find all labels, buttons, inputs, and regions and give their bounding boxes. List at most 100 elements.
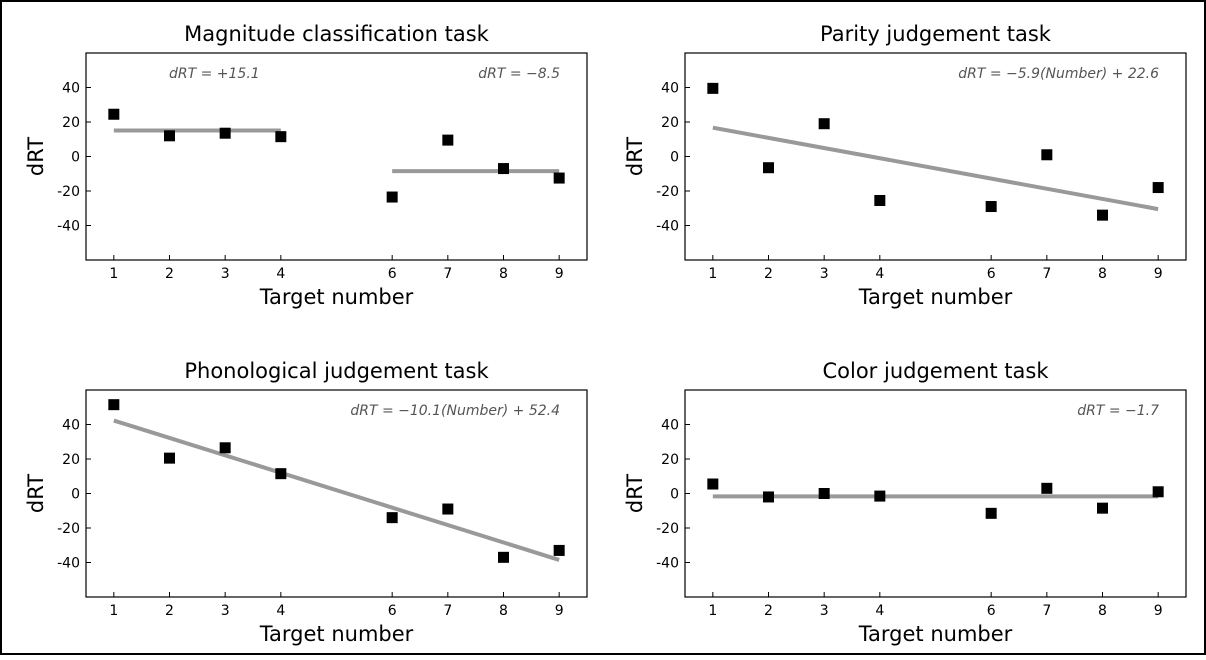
y-tick-label: -40 [656, 556, 679, 572]
data-point [442, 134, 454, 146]
data-point [818, 488, 830, 499]
x-tick-label: 2 [165, 266, 174, 282]
fit-line [712, 125, 1159, 212]
x-tick-label: 8 [499, 266, 508, 282]
data-point [275, 131, 287, 143]
x-tick-label: 1 [109, 266, 118, 282]
data-point [763, 491, 774, 503]
y-tick-label: -40 [57, 556, 80, 572]
data-point [553, 544, 565, 556]
panel-3: Phonological judgement task 1 2 3 4 6 7 8 9 -40 -2… [24, 359, 588, 646]
x-tick-label: 2 [165, 603, 174, 619]
data-point [553, 172, 565, 184]
y-tick-label: 40 [661, 81, 679, 97]
y-tick-label: -20 [57, 184, 80, 200]
x-tick-label: 4 [276, 603, 285, 619]
fit-annotation: dRT = −8.5 [478, 66, 560, 82]
data-point [1041, 149, 1053, 161]
x-tick-label: 7 [1042, 603, 1051, 619]
x-tick-label: 1 [109, 603, 118, 619]
x-tick-label: 2 [764, 603, 773, 619]
data-point [763, 162, 774, 174]
data-point [498, 163, 509, 175]
data-point [985, 507, 997, 519]
y-axis-label: dRT [24, 137, 48, 176]
data-point [818, 118, 830, 130]
data-point [275, 468, 287, 480]
x-tick-label: 8 [499, 603, 508, 619]
y-tick-label: -40 [57, 219, 80, 235]
y-tick-label: -40 [656, 219, 679, 235]
x-tick-label: 9 [555, 266, 564, 282]
x-tick-label: 8 [1098, 603, 1107, 619]
x-axis-label: Target number [259, 285, 414, 309]
x-axis-label: Target number [858, 285, 1013, 309]
x-tick-label: 3 [820, 266, 829, 282]
data-point [1152, 486, 1164, 498]
data-point [164, 130, 175, 142]
data-point [219, 442, 231, 454]
data-point [164, 452, 175, 464]
x-tick-label: 6 [388, 603, 397, 619]
y-tick-label: 0 [670, 150, 679, 166]
y-tick-label: 20 [661, 452, 679, 468]
data-point [1097, 502, 1108, 514]
x-tick-label: 2 [764, 266, 773, 282]
y-tick-label: 0 [71, 487, 80, 503]
x-tick-label: 9 [1154, 603, 1163, 619]
data-point [985, 201, 997, 213]
data-point [219, 127, 231, 139]
x-tick-label: 6 [987, 266, 996, 282]
data-point [707, 82, 719, 94]
panel-2: Parity judgement task 1 2 3 4 6 7 8 9 -40 -20 0 20 40… [623, 22, 1187, 309]
data-point [108, 399, 120, 411]
chart-title: Parity judgement task [820, 22, 1052, 46]
x-tick-label: 4 [875, 266, 884, 282]
data-point [1041, 482, 1053, 494]
x-tick-label: 6 [388, 266, 397, 282]
data-point [442, 503, 454, 515]
panel-1: Magnitude classification task 1 2 3 4 6 7 8 9 -40… [24, 22, 588, 309]
y-tick-label: 20 [62, 452, 80, 468]
x-tick-label: 3 [221, 603, 230, 619]
data-point [1152, 182, 1164, 194]
x-axis-label: Target number [858, 622, 1013, 646]
x-tick-label: 9 [1154, 266, 1163, 282]
x-tick-label: 6 [987, 603, 996, 619]
x-tick-label: 8 [1098, 266, 1107, 282]
fit-annotation: dRT = +15.1 [169, 66, 260, 82]
data-point [108, 108, 120, 120]
y-tick-label: -20 [656, 521, 679, 537]
y-axis-label: dRT [623, 137, 647, 176]
data-point [1097, 209, 1108, 221]
fit-annotation: dRT = −5.9(Number) + 22.6 [958, 66, 1159, 82]
y-tick-label: 40 [661, 418, 679, 434]
x-axis-label: Target number [259, 622, 414, 646]
y-tick-label: 20 [62, 115, 80, 131]
chart-title: Color judgement task [822, 359, 1049, 383]
fit-annotation: dRT = −10.1(Number) + 52.4 [350, 403, 560, 419]
y-tick-label: 20 [661, 115, 679, 131]
x-tick-label: 3 [820, 603, 829, 619]
x-tick-label: 1 [708, 603, 717, 619]
x-tick-label: 4 [875, 603, 884, 619]
y-axis-label: dRT [24, 474, 48, 513]
x-tick-label: 1 [708, 266, 717, 282]
data-point [874, 490, 886, 502]
x-tick-label: 9 [555, 603, 564, 619]
x-tick-label: 7 [443, 603, 452, 619]
y-tick-label: 40 [62, 81, 80, 97]
fit-annotation: dRT = −1.7 [1077, 403, 1159, 419]
y-tick-label: 40 [62, 418, 80, 434]
y-tick-label: -20 [656, 184, 679, 200]
data-point [498, 551, 509, 563]
chart-title: Phonological judgement task [184, 359, 489, 383]
data-point [874, 194, 886, 206]
panel-4: Color judgement task 1 2 3 4 6 7 8 9 -40 -20 0 20 40 T… [623, 359, 1187, 646]
x-tick-label: 7 [1042, 266, 1051, 282]
data-point [707, 478, 719, 490]
data-point [386, 512, 398, 524]
